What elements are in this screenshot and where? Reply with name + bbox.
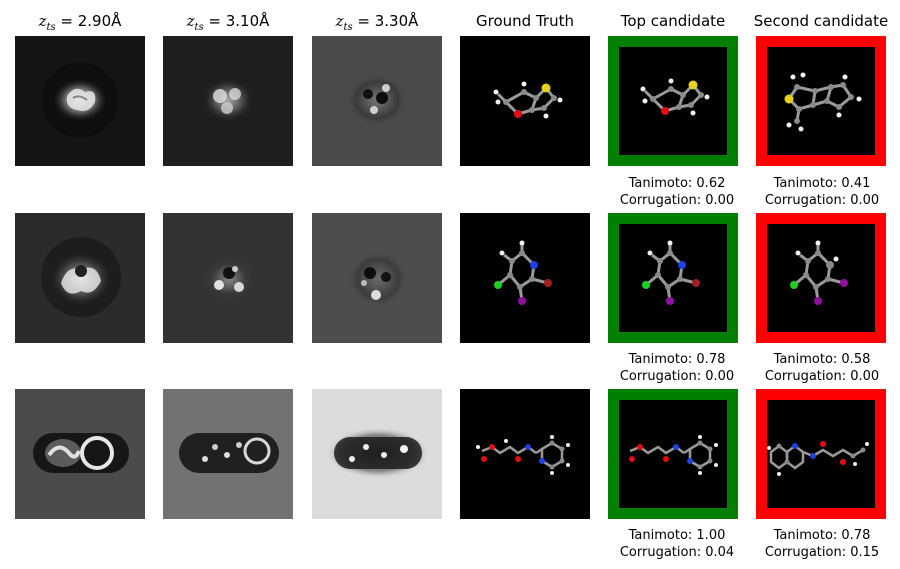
top-candidate-frame-row3 <box>608 389 738 519</box>
afm-image-row1-z330 <box>312 36 442 166</box>
tanimoto-score: Tanimoto: 0.78 <box>773 528 871 543</box>
column-title-afm-3-30: zts = 3.30Å <box>335 12 419 33</box>
tanimoto-score: Tanimoto: 0.58 <box>773 352 871 367</box>
column-title-second-candidate: Second candidate <box>753 12 889 30</box>
second-candidate-caption-row1: Tanimoto: 0.41 Corrugation: 0.00 <box>742 175 900 209</box>
ground-truth-molecule-row2 <box>460 213 590 343</box>
second-candidate-caption-row2: Tanimoto: 0.58 Corrugation: 0.00 <box>742 351 900 385</box>
corrugation-score: Corrugation: 0.00 <box>619 193 735 208</box>
top-candidate-frame-row2 <box>608 213 738 343</box>
column-title-afm-2-90: zts = 2.90Å <box>38 12 122 33</box>
top-candidate-caption-row3: Tanimoto: 1.00 Corrugation: 0.04 <box>597 527 757 561</box>
corrugation-score: Corrugation: 0.00 <box>764 369 880 384</box>
afm-image-row2-z330 <box>312 213 442 343</box>
afm-image-row1-z310 <box>163 36 293 166</box>
ground-truth-molecule-row1 <box>460 36 590 166</box>
ground-truth-molecule-row3 <box>460 389 590 519</box>
tanimoto-score: Tanimoto: 0.78 <box>628 352 726 367</box>
corrugation-score: Corrugation: 0.15 <box>764 545 880 560</box>
corrugation-score: Corrugation: 0.00 <box>619 369 735 384</box>
second-candidate-frame-row3 <box>756 389 886 519</box>
top-candidate-caption-row2: Tanimoto: 0.78 Corrugation: 0.00 <box>597 351 757 385</box>
afm-image-row2-z310 <box>163 213 293 343</box>
column-title-ground-truth: Ground Truth <box>476 12 574 30</box>
top-candidate-caption-row1: Tanimoto: 0.62 Corrugation: 0.00 <box>597 175 757 209</box>
tanimoto-score: Tanimoto: 1.00 <box>628 528 726 543</box>
corrugation-score: Corrugation: 0.04 <box>619 545 735 560</box>
second-candidate-frame-row2 <box>756 213 886 343</box>
second-candidate-caption-row3: Tanimoto: 0.78 Corrugation: 0.15 <box>742 527 900 561</box>
afm-image-row1-z290 <box>15 36 145 166</box>
afm-image-row3-z330 <box>312 389 442 519</box>
second-candidate-frame-row1 <box>756 36 886 166</box>
column-title-afm-3-10: zts = 3.10Å <box>186 12 270 33</box>
afm-image-row3-z310 <box>163 389 293 519</box>
afm-image-row3-z290 <box>15 389 145 519</box>
column-title-top-candidate: Top candidate <box>620 12 726 30</box>
tanimoto-score: Tanimoto: 0.41 <box>773 176 871 191</box>
top-candidate-frame-row1 <box>608 36 738 166</box>
corrugation-score: Corrugation: 0.00 <box>764 193 880 208</box>
tanimoto-score: Tanimoto: 0.62 <box>628 176 726 191</box>
afm-image-row2-z290 <box>15 213 145 343</box>
